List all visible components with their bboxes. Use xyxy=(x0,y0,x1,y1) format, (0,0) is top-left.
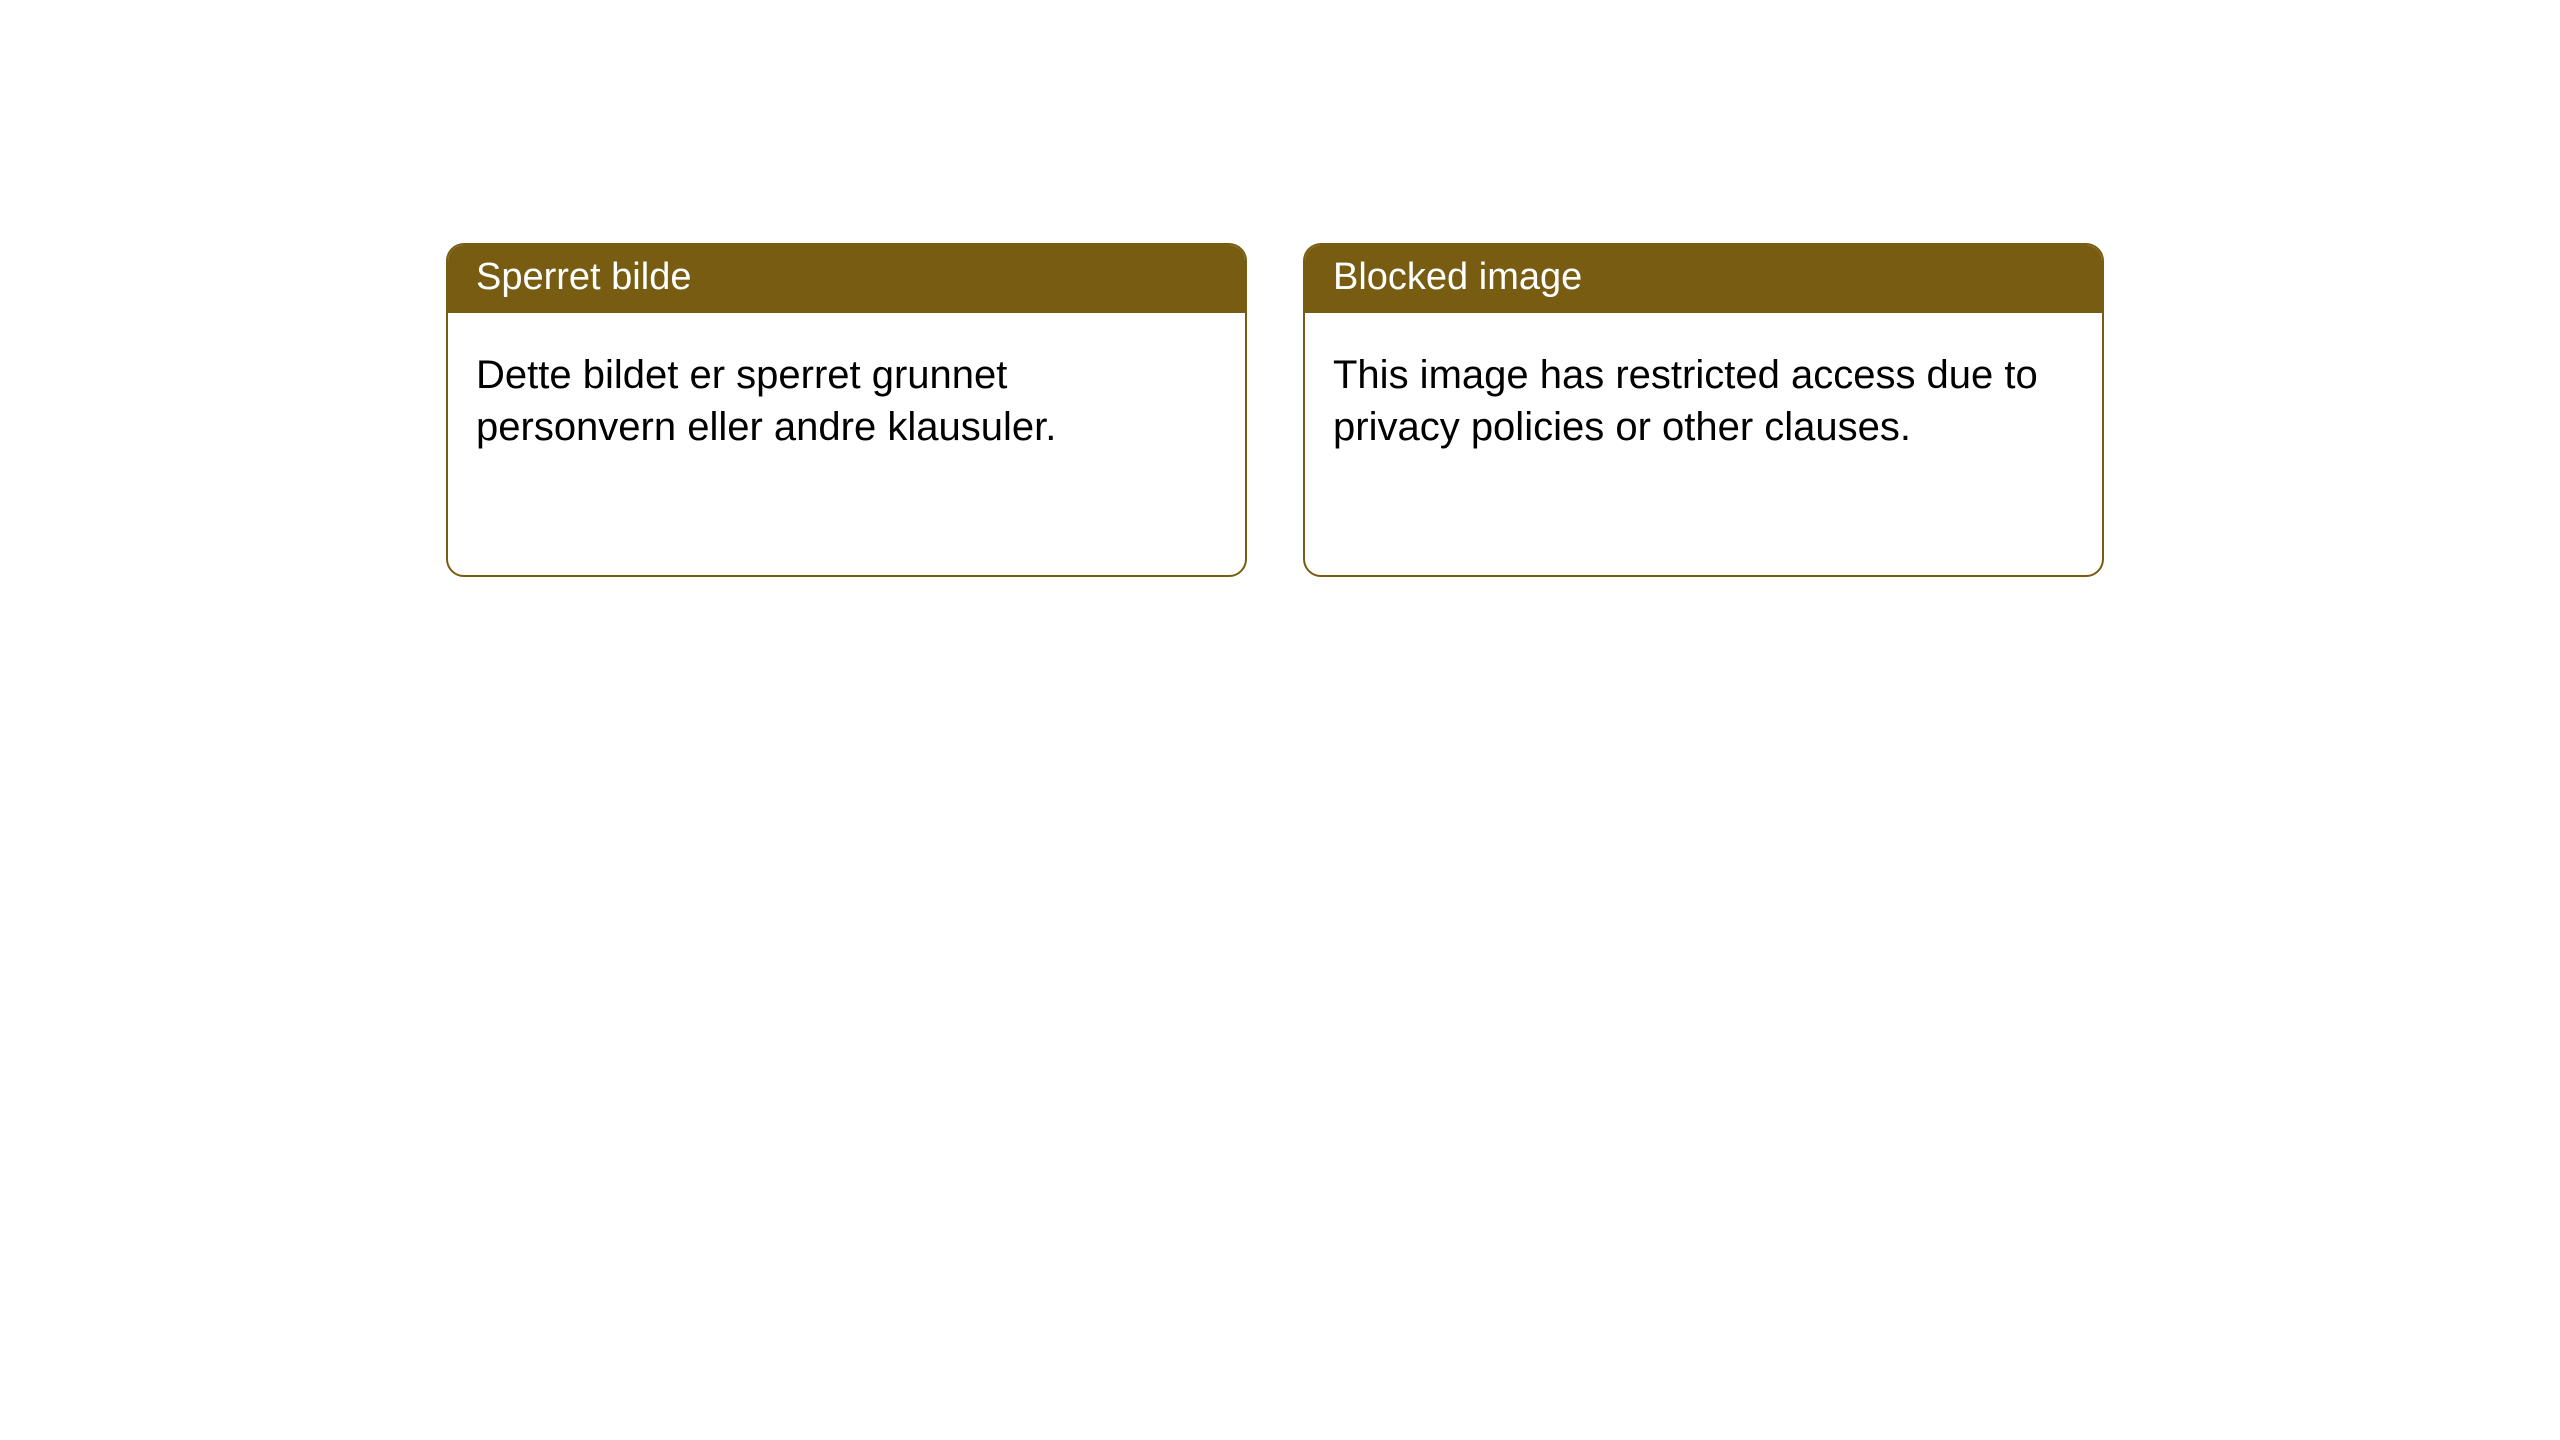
notice-title-english: Blocked image xyxy=(1305,245,2102,313)
notice-message-english: This image has restricted access due to … xyxy=(1305,313,2102,481)
notice-card-norwegian: Sperret bilde Dette bildet er sperret gr… xyxy=(446,243,1247,577)
notice-container: Sperret bilde Dette bildet er sperret gr… xyxy=(446,243,2104,577)
notice-card-english: Blocked image This image has restricted … xyxy=(1303,243,2104,577)
notice-title-norwegian: Sperret bilde xyxy=(448,245,1245,313)
notice-message-norwegian: Dette bildet er sperret grunnet personve… xyxy=(448,313,1245,481)
